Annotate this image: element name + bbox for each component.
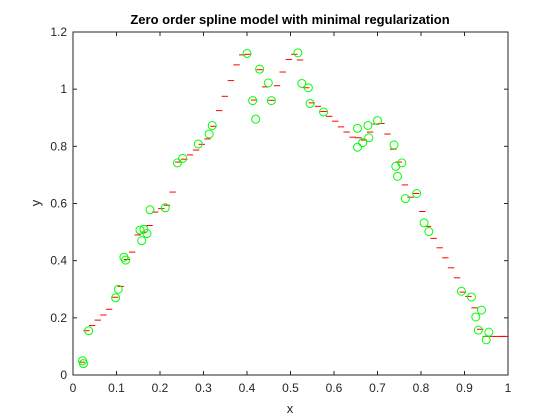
data-point-1: [78, 359, 88, 369]
data-point-42: [424, 227, 434, 237]
data-point-41: [419, 218, 429, 228]
x-tick-label: 0.8: [413, 381, 430, 395]
data-point-45: [471, 312, 481, 322]
x-tick-label: 0.3: [195, 381, 212, 395]
data-point-20: [251, 114, 261, 124]
data-point-10: [142, 229, 152, 239]
data-point-34: [373, 116, 382, 126]
x-tick-label: 0: [70, 381, 77, 395]
data-point-29: [352, 142, 362, 152]
data-point-18: [242, 48, 252, 58]
data-point-48: [481, 335, 491, 345]
data-point-6: [121, 255, 131, 265]
y-tick-label: 0.6: [50, 197, 67, 211]
data-point-16: [204, 129, 214, 139]
y-tick-label: 1.2: [50, 25, 67, 39]
y-tick-label: 0: [60, 368, 67, 382]
data-point-37: [393, 171, 403, 181]
data-point-33: [364, 133, 374, 143]
x-tick-label: 1: [505, 381, 512, 395]
x-axis-ticks: 0 0.1 0.2 0.3 0.4 0.5 0.6 0.7 0.8 0.9 1: [70, 32, 512, 395]
x-tick-label: 0.7: [369, 381, 386, 395]
data-point-14: [178, 153, 188, 163]
data-point-32: [363, 120, 373, 130]
data-point-8: [137, 236, 147, 246]
data-point-7: [135, 225, 145, 235]
data-point-24: [293, 48, 303, 58]
data-point-11: [145, 205, 155, 215]
x-tick-label: 0.4: [239, 381, 256, 395]
plot-area: [73, 32, 508, 375]
data-point-13: [172, 158, 182, 168]
data-point-15: [193, 139, 203, 149]
data-point-19: [248, 96, 258, 106]
y-axis-label: y: [28, 199, 43, 206]
data-point-21: [255, 64, 265, 74]
data-point-40: [412, 188, 422, 198]
y-tick-label: 0.4: [50, 254, 67, 268]
data-point-25: [297, 78, 307, 88]
data-point-23: [266, 96, 276, 106]
data-point-38: [397, 158, 407, 168]
x-tick-label: 0.2: [152, 381, 169, 395]
data-point-3: [111, 293, 121, 303]
model-step-series: [78, 53, 508, 363]
data-point-series: [78, 48, 494, 369]
data-point-27: [305, 98, 315, 108]
data-point-28: [319, 107, 329, 117]
y-tick-label: 1: [60, 82, 67, 96]
data-point-47: [476, 305, 486, 315]
data-point-5: [119, 252, 129, 262]
data-point-22: [263, 78, 273, 88]
x-axis-label: x: [287, 401, 294, 416]
data-point-26: [303, 83, 313, 93]
data-point-35: [389, 140, 399, 150]
data-point-17: [207, 120, 217, 130]
data-point-46: [473, 325, 483, 335]
chart-title: Zero order spline model with minimal reg…: [130, 12, 449, 27]
data-point-43: [456, 286, 466, 296]
data-point-12: [160, 203, 170, 213]
x-tick-label: 0.6: [326, 381, 343, 395]
data-point-31: [358, 138, 368, 148]
data-point-49: [484, 327, 494, 337]
y-tick-label: 0.2: [50, 311, 67, 325]
y-tick-label: 0.8: [50, 139, 67, 153]
data-point-44: [466, 292, 476, 302]
x-tick-label: 0.1: [108, 381, 125, 395]
data-point-2: [84, 326, 94, 336]
x-tick-label: 0.5: [282, 381, 299, 395]
data-point-30: [352, 123, 362, 133]
y-axis-ticks: 0 0.2 0.4 0.6 0.8 1 1.2: [50, 25, 508, 382]
data-point-4: [113, 284, 123, 294]
data-point-39: [400, 194, 410, 204]
x-tick-label: 0.9: [456, 381, 473, 395]
